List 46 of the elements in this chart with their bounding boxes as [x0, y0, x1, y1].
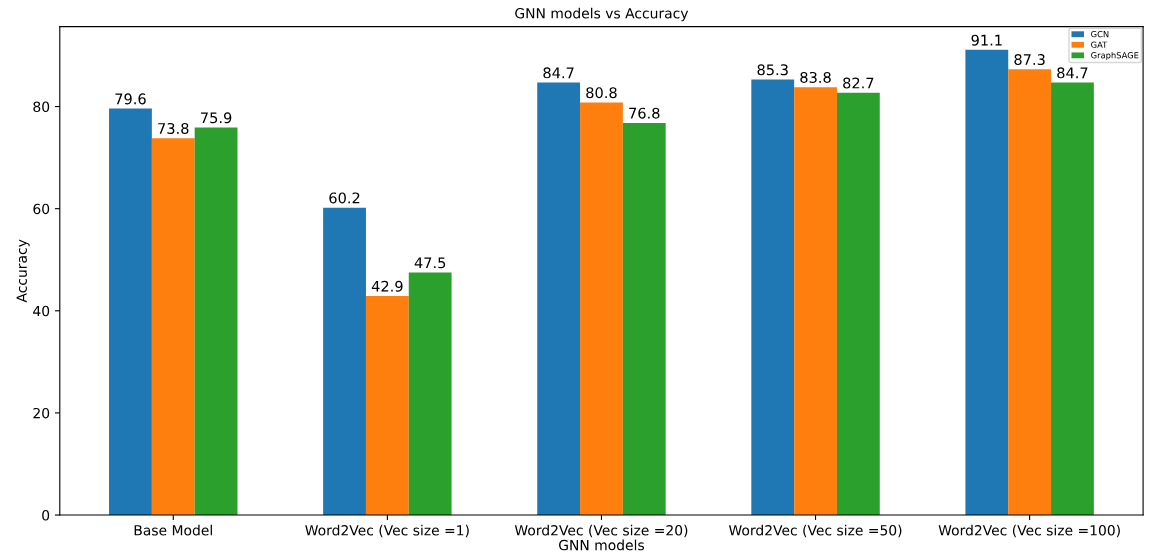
data-label: 84.7: [543, 67, 574, 79]
y-tick-label: 60: [33, 203, 50, 215]
data-label: 83.8: [800, 71, 831, 83]
data-label: 91.1: [971, 34, 1002, 46]
y-axis-title: Accuracy: [16, 239, 30, 303]
data-label: 80.8: [586, 87, 617, 99]
bar: [365, 295, 409, 516]
data-label: 76.8: [629, 107, 660, 119]
data-label: 82.7: [843, 77, 874, 89]
bar: [580, 102, 623, 516]
y-tick-label: 40: [33, 305, 50, 317]
data-label: 73.8: [158, 122, 189, 134]
y-tick-label: 80: [33, 101, 50, 113]
y-tick-label: 20: [33, 407, 50, 419]
x-tick-label: Word2Vec (Vec size =20): [514, 524, 688, 538]
x-tick-label: Word2Vec (Vec size =50): [728, 524, 902, 538]
bar: [194, 127, 238, 516]
data-label: 60.2: [329, 192, 360, 204]
bar: [1051, 82, 1094, 516]
bar: [751, 79, 795, 516]
bar: [109, 108, 152, 516]
bar: [965, 49, 1009, 516]
bar: [794, 87, 837, 516]
bar: [151, 138, 195, 516]
bar: [537, 82, 581, 516]
bar: [1008, 69, 1052, 516]
x-tick-label: Word2Vec (Vec size =1): [305, 524, 469, 538]
bar: [323, 207, 366, 516]
chart-title: GNN models vs Accuracy: [515, 7, 689, 22]
data-label: 47.5: [414, 257, 446, 269]
bar: [836, 92, 880, 516]
data-label: 84.7: [1057, 67, 1088, 79]
bar: [408, 272, 452, 516]
bar: [622, 122, 666, 516]
x-tick-label: Base Model: [134, 524, 212, 536]
data-label: 79.6: [115, 93, 146, 105]
x-tick-label: Word2Vec (Vec size =100): [938, 524, 1120, 538]
data-label: 42.9: [371, 280, 403, 292]
data-label: 87.3: [1014, 54, 1045, 66]
y-tick-label: 0: [42, 510, 50, 521]
legend-label: GAT: [1091, 41, 1108, 48]
x-axis-title: GNN models: [559, 539, 644, 551]
legend-label: GCN: [1091, 30, 1109, 38]
data-label: 85.3: [757, 64, 788, 76]
data-label: 75.9: [201, 112, 232, 124]
legend-label: GraphSAGE: [1091, 51, 1139, 60]
